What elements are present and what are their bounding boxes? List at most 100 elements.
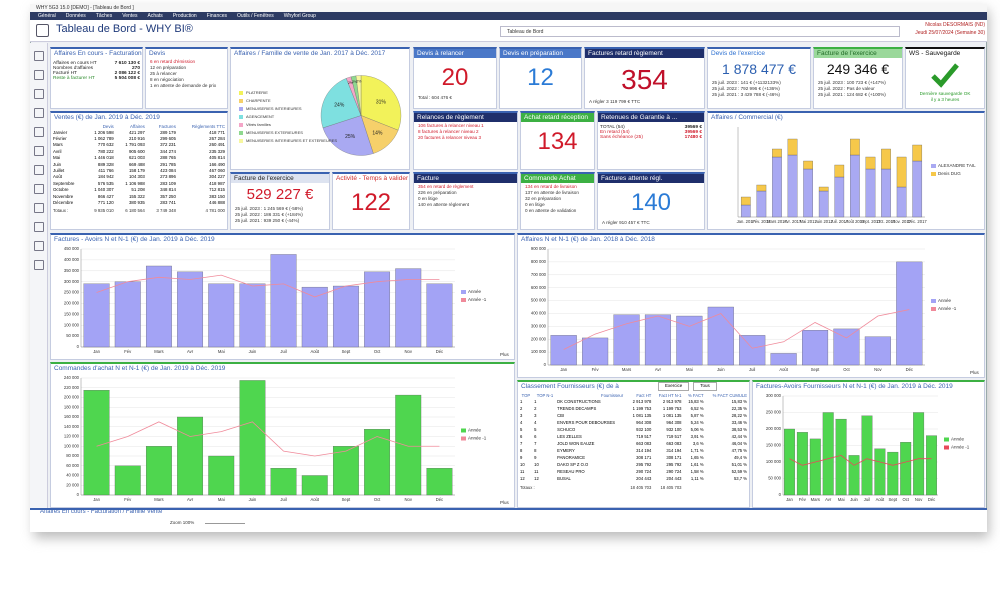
legend-label: MENUISERIES EXTERIEURES xyxy=(246,130,303,135)
table-cell: 283 741 xyxy=(160,199,176,205)
bar xyxy=(848,455,860,496)
table-cell: Juin xyxy=(53,161,62,167)
y-tick-label: 500 000 xyxy=(531,298,547,303)
pie-label: 31% xyxy=(376,99,387,105)
panel: Affaires / Commercial (€) Jan. 2017 Fév. 2… xyxy=(707,111,985,230)
page-title: Tableau de Bord - WHY BI® xyxy=(56,23,193,35)
search-box[interactable]: Tableau de Bord xyxy=(500,26,900,37)
x-tick-label: Juil xyxy=(864,497,870,502)
table-cell: DAKO SP Z O.O xyxy=(557,462,589,467)
bar xyxy=(865,156,876,170)
legend-swatch xyxy=(931,307,936,311)
table-row: 11 11 RESEAU PRO 290 724 290 724 1,58 % 52,59 … xyxy=(518,468,749,475)
plus-checkbox[interactable]: Plus xyxy=(500,500,509,505)
pie-label: 14% xyxy=(372,130,383,136)
table-cell: 2 913 978 xyxy=(632,399,652,404)
panel: Classement Fournisseurs (€) de à Exercice… xyxy=(517,380,750,508)
panel-title: Retenues de Garantie à ... xyxy=(598,113,704,122)
menu-item[interactable]: Tâches xyxy=(95,13,113,19)
panel-title: Affaires / Commercial (€) xyxy=(711,114,783,121)
panel: Factures attente régl. 140 A régler 910 45… xyxy=(597,172,705,230)
table-cell: 314 194 xyxy=(666,448,682,453)
table-cell: 964 308 xyxy=(666,420,682,425)
table-cell: 418 987 xyxy=(209,180,225,186)
menu-item[interactable]: Général xyxy=(38,13,56,19)
zoom-slider[interactable] xyxy=(205,523,245,526)
sidebar-icon[interactable] xyxy=(34,260,44,270)
table-cell: 663 083 xyxy=(666,441,682,446)
table-cell: 8 xyxy=(534,448,537,453)
menu-item[interactable]: Whyforl Group xyxy=(283,13,316,19)
x-tick-label: Jan xyxy=(93,497,100,502)
panel-title: Factures - Avoirs N et N-1 (€) de Jan. 2… xyxy=(54,236,215,243)
x-tick-label: Déc xyxy=(436,497,443,502)
table-cell: 719 517 xyxy=(666,434,682,439)
legend-swatch xyxy=(239,115,243,119)
sidebar-icon[interactable] xyxy=(34,146,44,156)
menu-item[interactable]: Production xyxy=(172,13,197,19)
bar xyxy=(864,336,891,366)
menu-item[interactable]: Outils / Fenêtres xyxy=(237,13,274,19)
data-table: TOP TOP N-1 Fournisseur Fact HT Fact HT N-1%… xyxy=(518,393,749,492)
table-cell: 932 100 xyxy=(666,427,682,432)
sidebar-icon[interactable] xyxy=(34,89,44,99)
plus-checkbox[interactable]: Plus xyxy=(500,352,509,357)
sidebar-icon[interactable] xyxy=(34,165,44,175)
y-tick-label: 240 000 xyxy=(64,375,80,380)
table-cell: 290 724 xyxy=(666,469,682,474)
sidebar-icon[interactable] xyxy=(34,127,44,137)
sidebar-icon[interactable] xyxy=(34,70,44,80)
x-tick-label: Mars xyxy=(811,497,820,502)
legend-swatch xyxy=(239,99,243,103)
panel-title: Classement Fournisseurs (€) de à xyxy=(521,383,619,390)
panel: Affaires En cours - Facturation Affaires … xyxy=(50,47,143,109)
info-cell: Reste à facturer HT xyxy=(53,76,95,81)
table-cell: 3,91 % xyxy=(690,434,704,439)
y-tick-label: 200 000 xyxy=(64,395,80,400)
bar xyxy=(834,176,845,218)
info-row: En retard (54) 39569 € xyxy=(598,130,704,135)
menu-item[interactable]: Achats xyxy=(147,13,163,19)
x-tick-label: Août xyxy=(310,349,319,354)
sidebar-icon[interactable] xyxy=(34,241,44,251)
y-tick-label: 80 000 xyxy=(66,453,79,458)
filter-select[interactable]: Exercice xyxy=(658,382,690,391)
table-cell: 47,75 % xyxy=(731,448,747,453)
sidebar-icon[interactable] xyxy=(34,203,44,213)
info-row: Reste à facturer HT 5 504 008 € xyxy=(51,76,142,81)
panel: Facture 354 en retard de règlement 226 en … xyxy=(413,172,518,230)
y-tick-label: 150 000 xyxy=(64,311,80,316)
menu-item[interactable]: Finances xyxy=(206,13,228,19)
y-tick-label: 300 000 xyxy=(766,393,782,398)
table-cell: 1 199 753 xyxy=(662,406,682,411)
sidebar-icon[interactable] xyxy=(34,222,44,232)
plus-checkbox[interactable]: Plus xyxy=(970,370,979,375)
table-cell: 5 xyxy=(534,427,537,432)
legend-swatch xyxy=(931,299,936,303)
table-cell: 12 xyxy=(520,476,525,481)
table-header-cell: Affaires xyxy=(130,124,145,129)
table-cell: 49,4 % xyxy=(733,455,747,460)
panel-title: Factures retard règlement xyxy=(585,49,704,58)
table-header-cell: Fact HT N-1 xyxy=(658,393,682,398)
menu-item[interactable]: Données xyxy=(65,13,86,19)
bar xyxy=(787,138,798,156)
legend-swatch xyxy=(461,436,466,441)
x-tick-label: Juil. 2017 xyxy=(830,219,849,224)
sidebar-icon[interactable] xyxy=(34,108,44,118)
panel-title: Commandes d'achat N et N-1 (€) de Jan. 2… xyxy=(54,365,226,372)
legend-swatch xyxy=(461,290,466,294)
filter-select[interactable]: Tous xyxy=(693,382,717,391)
menu-item[interactable]: Ventes xyxy=(122,13,138,19)
info-line: 25 juil. 2022 : 792 996 € (+136%) xyxy=(712,85,780,91)
sidebar-icon[interactable] xyxy=(34,184,44,194)
bar xyxy=(756,184,767,192)
table-cell: 1 446 018 xyxy=(94,155,114,161)
table-cell: 52,59 % xyxy=(731,469,747,474)
bar xyxy=(850,154,860,218)
x-tick-label: Sept. 2017 xyxy=(860,219,881,224)
table-cell: Totaux : xyxy=(53,208,69,214)
line-series xyxy=(789,454,932,466)
panel-title: Devis en préparation xyxy=(500,49,581,58)
sidebar-icon[interactable] xyxy=(34,51,44,61)
